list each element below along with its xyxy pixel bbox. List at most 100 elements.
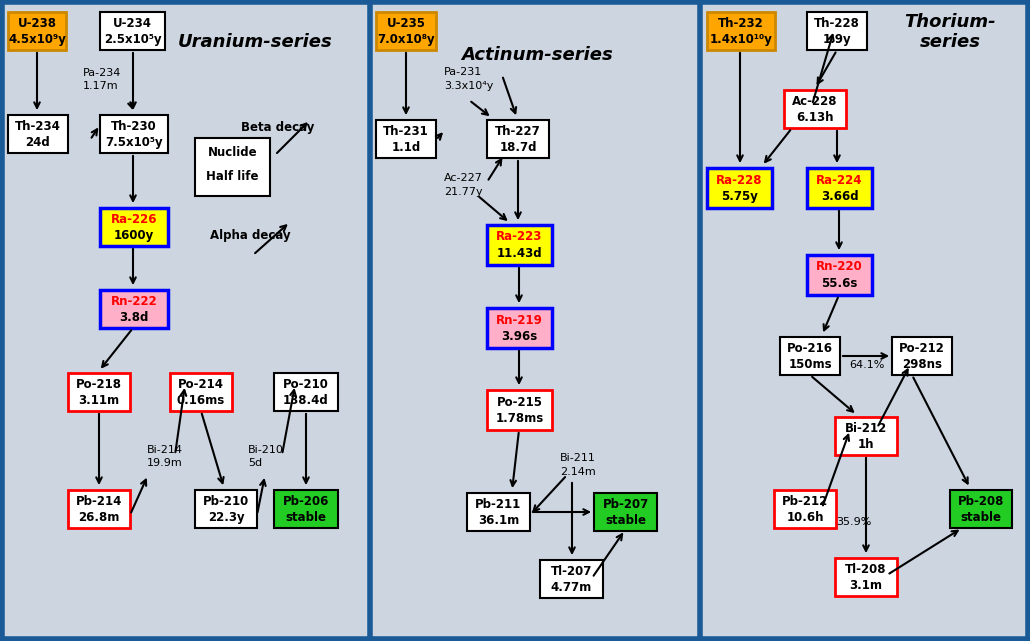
Text: 298ns: 298ns	[902, 358, 942, 371]
Text: stable: stable	[285, 511, 327, 524]
Text: 24d: 24d	[26, 136, 50, 149]
Text: Pb-206: Pb-206	[283, 495, 330, 508]
Text: 6.13h: 6.13h	[796, 111, 833, 124]
Text: Po-215: Po-215	[496, 395, 543, 408]
Text: stable: stable	[961, 511, 1001, 524]
Text: Ra-226: Ra-226	[111, 213, 158, 226]
Text: Po-216: Po-216	[787, 342, 833, 355]
Bar	[487, 225, 552, 265]
Text: Po-218: Po-218	[76, 378, 122, 391]
Bar	[100, 12, 165, 50]
Text: 18.7d: 18.7d	[500, 141, 537, 154]
Text: Th-231: Th-231	[383, 125, 428, 138]
Text: 1.78ms: 1.78ms	[495, 412, 544, 425]
Text: 4.5x10⁹y: 4.5x10⁹y	[8, 33, 66, 46]
Bar	[774, 490, 836, 528]
Text: Ra-228: Ra-228	[716, 174, 763, 187]
Text: Th-228: Th-228	[814, 17, 860, 30]
Text: 22.3y: 22.3y	[208, 511, 244, 524]
Text: 1.1d: 1.1d	[391, 141, 420, 154]
Text: 2.14m: 2.14m	[560, 467, 595, 477]
Text: 10.6h: 10.6h	[786, 511, 824, 524]
Bar	[707, 12, 775, 50]
Bar	[100, 115, 168, 153]
Text: Bi-212: Bi-212	[845, 422, 887, 435]
Text: 1.4x10¹⁰y: 1.4x10¹⁰y	[710, 33, 772, 46]
Bar	[487, 390, 552, 430]
Bar	[806, 255, 872, 295]
Bar	[487, 308, 552, 348]
Text: Po-212: Po-212	[899, 342, 945, 355]
Bar	[540, 560, 603, 598]
Text: Pb-210: Pb-210	[203, 495, 249, 508]
Text: 4.77m: 4.77m	[551, 581, 592, 594]
Text: U-238: U-238	[18, 17, 57, 30]
Text: 7.5x10⁵y: 7.5x10⁵y	[105, 136, 163, 149]
Text: Pb-214: Pb-214	[76, 495, 123, 508]
Text: 5d: 5d	[248, 458, 262, 468]
Text: 35.9%: 35.9%	[836, 517, 871, 527]
Text: 1.9y: 1.9y	[823, 33, 852, 46]
Bar	[68, 373, 130, 411]
Text: Th-230: Th-230	[111, 120, 157, 133]
Bar	[376, 12, 436, 50]
Text: Beta decay: Beta decay	[241, 122, 315, 135]
Text: 26.8m: 26.8m	[78, 511, 119, 524]
Text: Tl-207: Tl-207	[551, 565, 592, 578]
Text: Po-214: Po-214	[178, 378, 224, 391]
Text: 3.66d: 3.66d	[821, 190, 858, 203]
Text: Nuclide: Nuclide	[208, 146, 258, 158]
Bar	[594, 493, 657, 531]
Bar	[780, 337, 840, 375]
Text: U-234: U-234	[113, 17, 152, 30]
Bar	[195, 138, 270, 196]
Text: 3.96s: 3.96s	[502, 330, 538, 344]
Text: 5.75y: 5.75y	[721, 190, 758, 203]
Bar	[274, 373, 338, 411]
Text: 1.17m: 1.17m	[83, 81, 118, 91]
Text: 3.11m: 3.11m	[78, 394, 119, 407]
Bar	[950, 490, 1012, 528]
Text: Po-210: Po-210	[283, 378, 329, 391]
Bar	[376, 120, 436, 158]
Text: 150ms: 150ms	[788, 358, 832, 371]
Text: 3.3x10⁴y: 3.3x10⁴y	[444, 81, 493, 91]
Text: 1h: 1h	[858, 438, 874, 451]
Text: Th-227: Th-227	[495, 125, 541, 138]
Bar	[467, 493, 530, 531]
Bar	[892, 337, 952, 375]
Text: Bi-214: Bi-214	[147, 445, 183, 455]
Bar	[100, 290, 168, 328]
Text: 64.1%: 64.1%	[850, 360, 885, 370]
Text: 36.1m: 36.1m	[478, 514, 519, 527]
Text: 3.8d: 3.8d	[119, 311, 148, 324]
Text: 19.9m: 19.9m	[147, 458, 182, 468]
Bar	[806, 12, 867, 50]
Text: Pa-234: Pa-234	[83, 68, 122, 78]
Text: Th-232: Th-232	[718, 17, 764, 30]
Text: Rn-222: Rn-222	[110, 295, 158, 308]
Bar	[8, 115, 68, 153]
Text: 11.43d: 11.43d	[496, 247, 543, 260]
Text: 138.4d: 138.4d	[283, 394, 329, 407]
Text: Pb-208: Pb-208	[958, 495, 1004, 508]
Text: Thorium-
series: Thorium- series	[904, 13, 996, 51]
Text: 1600y: 1600y	[114, 229, 154, 242]
Text: Pb-212: Pb-212	[782, 495, 828, 508]
Bar	[784, 90, 846, 128]
Bar	[806, 168, 872, 208]
Bar	[487, 120, 549, 158]
Text: Actinum-series: Actinum-series	[461, 46, 613, 64]
Bar	[835, 417, 897, 455]
Text: Ra-224: Ra-224	[816, 174, 863, 187]
Text: 0.16ms: 0.16ms	[177, 394, 226, 407]
Text: Ra-223: Ra-223	[496, 231, 543, 244]
Text: Uranium-series: Uranium-series	[177, 33, 333, 51]
Bar	[835, 558, 897, 596]
Text: Bi-210: Bi-210	[248, 445, 284, 455]
Bar	[68, 490, 130, 528]
Bar	[100, 208, 168, 246]
Text: stable: stable	[605, 514, 646, 527]
Text: Tl-208: Tl-208	[846, 563, 887, 576]
Text: 7.0x10⁸y: 7.0x10⁸y	[377, 33, 435, 46]
